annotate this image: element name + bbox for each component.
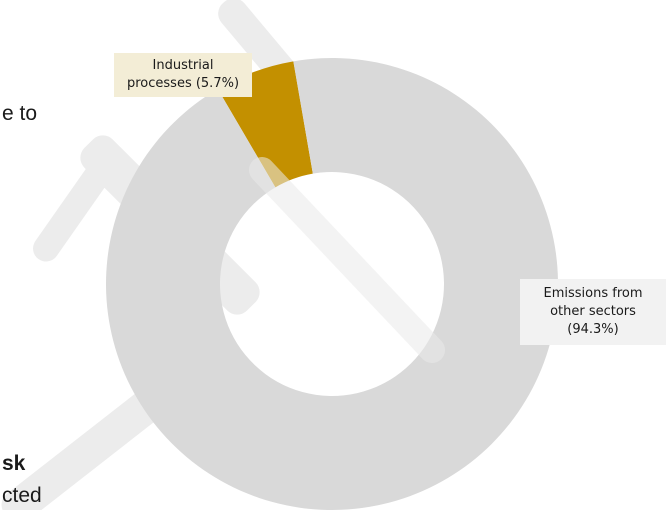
slice-label-industrial-processes: Industrial processes (5.7%) [114,53,252,97]
slice-label-line: (94.3%) [567,322,619,337]
slice-label-line: processes (5.7%) [126,76,240,91]
slice-label-line: Emissions from [543,286,643,301]
body-text-fragment: cted [2,484,42,507]
slice-other-sectors [106,57,559,510]
body-text-fragment: sk [2,452,26,475]
body-text-fragment: e to [2,102,38,125]
slice-label-other-sectors: Emissions from other sectors (94.3%) [520,279,666,345]
slice-label-line: other sectors [550,304,636,319]
slice-label-line: Industrial [152,58,214,73]
watermark-stroke [249,157,445,363]
